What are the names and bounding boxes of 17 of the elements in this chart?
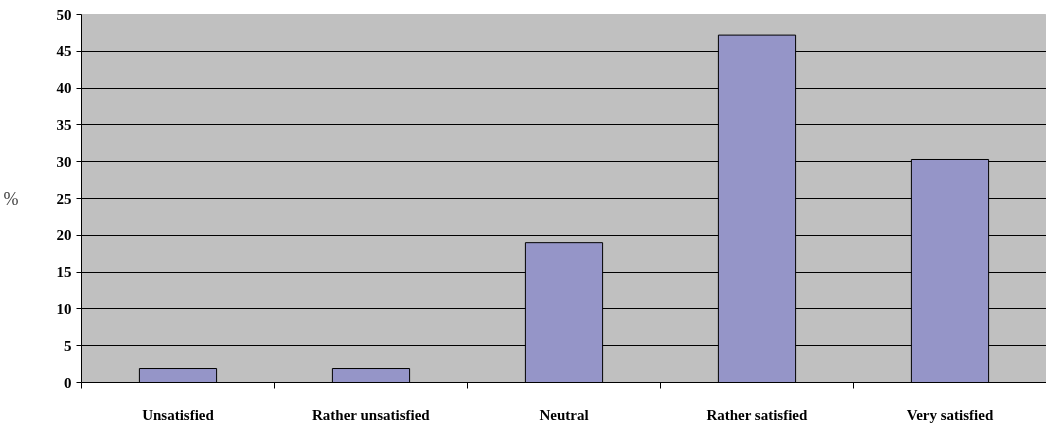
- y-tick-label: 35: [56, 116, 72, 133]
- y-tick-label: 25: [56, 190, 72, 207]
- y-axis-title: %: [3, 188, 19, 209]
- x-tick-label: Rather satisfied: [706, 406, 808, 423]
- y-tick-label: 5: [64, 337, 72, 354]
- x-tick-label: Very satisfied: [906, 406, 994, 423]
- y-tick-label: 40: [56, 80, 72, 97]
- y-tick-label: 45: [56, 43, 72, 60]
- x-tick-label: Rather unsatisfied: [312, 406, 431, 423]
- y-tick-label: 0: [64, 374, 72, 391]
- x-tick-label: Unsatisfied: [142, 406, 215, 423]
- y-tick-label: 30: [56, 153, 72, 170]
- y-tick-label: 20: [56, 227, 72, 244]
- y-tick-label: 50: [56, 6, 72, 23]
- x-tick-label: Neutral: [539, 406, 589, 423]
- y-tick-label: 10: [56, 300, 72, 317]
- y-tick-label: 15: [56, 264, 72, 281]
